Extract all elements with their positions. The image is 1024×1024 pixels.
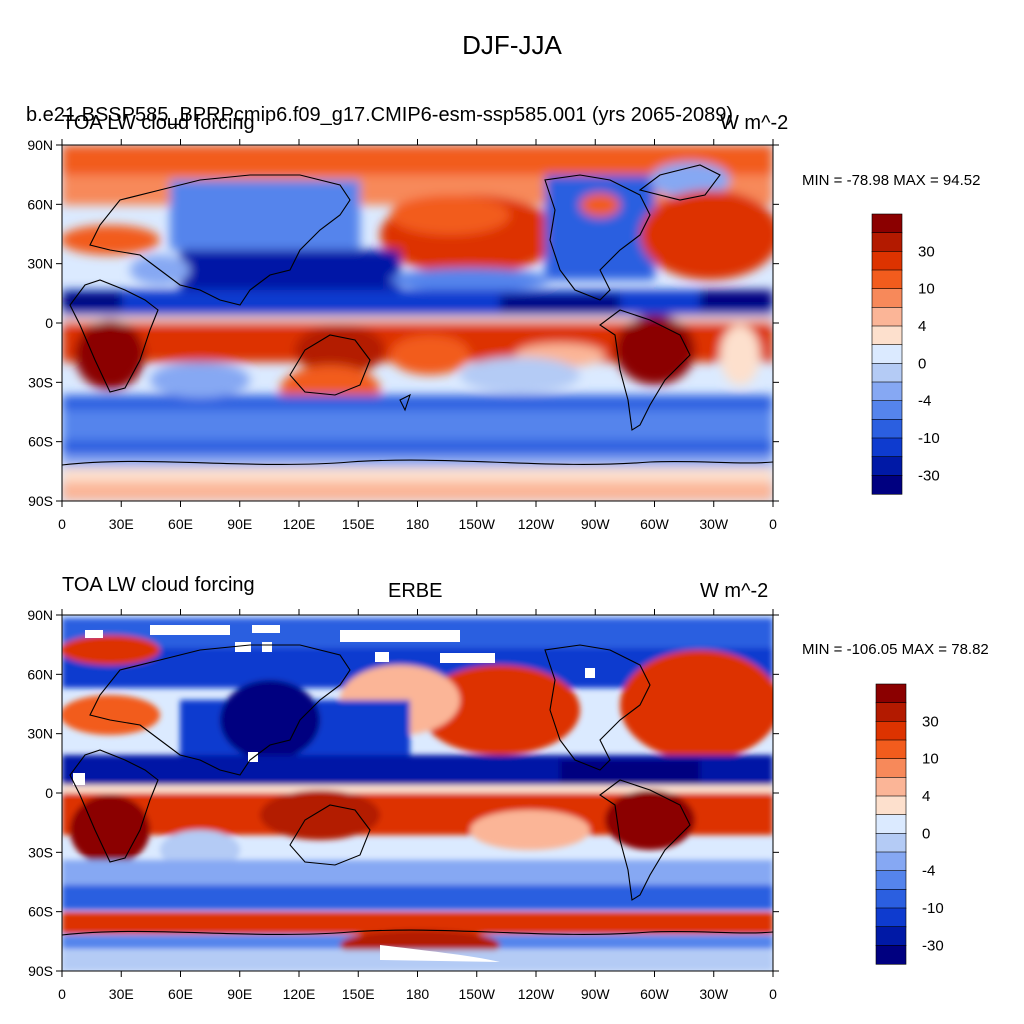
panel-2-left-title: TOA LW cloud forcing: [62, 574, 255, 596]
colorbar-swatch: [875, 702, 907, 722]
lon-tick-label: 150E: [342, 516, 375, 532]
lon-tick-label: 0: [58, 986, 66, 1002]
lon-tick-label: 120E: [283, 986, 316, 1002]
colorbar-swatch: [871, 419, 903, 439]
colorbar-swatch: [871, 325, 903, 346]
lon-tick-label: 120E: [283, 516, 316, 532]
lon-tick-label: 60W: [640, 986, 670, 1002]
colorbar-label: 4: [918, 318, 926, 335]
lon-tick-label: 150E: [342, 986, 375, 1002]
colorbar-swatch: [875, 814, 907, 834]
colorbar-swatch: [871, 381, 903, 402]
lon-tick-label: 150W: [458, 986, 495, 1002]
lat-tick-label: 60N: [27, 196, 53, 212]
panel-1-center-title: b.e21.BSSP585_BPRPcmip6.f09_g17.CMIP6-es…: [26, 104, 734, 126]
panel-2-right-title: W m^-2: [700, 580, 769, 602]
colorbar-label: -4: [918, 393, 931, 410]
lat-tick-label: 60N: [27, 666, 53, 682]
colorbar-label: 30: [918, 243, 935, 260]
colorbar-swatch: [875, 795, 907, 816]
colorbar-label: 0: [918, 355, 926, 372]
lon-tick-label: 30W: [699, 986, 729, 1002]
lon-tick-label: 0: [58, 516, 66, 532]
colorbar-swatch: [875, 907, 907, 928]
lon-tick-label: 120W: [518, 986, 555, 1002]
lon-tick-label: 60W: [640, 516, 670, 532]
lon-tick-label: 180: [406, 516, 430, 532]
lon-tick-label: 30E: [109, 516, 134, 532]
colorbar-label: -10: [918, 430, 940, 447]
lat-tick-label: 30N: [27, 726, 53, 742]
lat-tick-label: 30S: [28, 844, 53, 860]
colorbar-swatch: [875, 777, 907, 797]
lat-tick-label: 30S: [28, 374, 53, 390]
colorbar-swatch: [871, 363, 903, 383]
colorbar-swatch: [871, 307, 903, 327]
colorbar-swatch: [871, 251, 903, 271]
lon-tick-label: 120W: [518, 516, 555, 532]
lon-tick-label: 30E: [109, 986, 134, 1002]
colorbar-swatch: [875, 758, 907, 778]
colorbar-swatch: [871, 213, 903, 234]
lat-tick-label: 0: [45, 315, 53, 331]
colorbar-label: 4: [922, 788, 930, 805]
panel-1-left-title: TOA LW cloud forcing: [62, 112, 255, 134]
colorbar-swatch: [871, 400, 903, 420]
colorbar-swatch: [875, 945, 907, 965]
main-title: DJF-JJA: [462, 30, 562, 60]
colorbar-swatch: [871, 344, 903, 364]
lat-tick-label: 0: [45, 785, 53, 801]
lat-tick-label: 60S: [28, 904, 53, 920]
colorbar-label: -4: [922, 863, 935, 880]
lon-tick-label: 150W: [458, 516, 495, 532]
panel-2-map: [62, 615, 773, 971]
lon-tick-label: 90W: [581, 986, 611, 1002]
lat-tick-label: 90S: [28, 493, 53, 509]
colorbar-swatch: [875, 870, 907, 890]
lat-tick-label: 90S: [28, 963, 53, 979]
colorbar-swatch: [871, 475, 903, 495]
panel-1-map: [62, 145, 773, 501]
lon-tick-label: 60E: [168, 516, 193, 532]
colorbar-swatch: [871, 232, 903, 252]
colorbar-swatch: [875, 851, 907, 872]
colorbar-label: -30: [918, 467, 940, 484]
colorbar-label: 30: [922, 713, 939, 730]
colorbar-label: -30: [922, 937, 944, 954]
colorbar-swatch: [871, 269, 903, 290]
lon-tick-label: 30W: [699, 516, 729, 532]
lon-tick-label: 0: [769, 516, 777, 532]
colorbar-label: 10: [918, 281, 935, 298]
lon-tick-label: 90E: [227, 516, 252, 532]
colorbar-label: 0: [922, 825, 930, 842]
colorbar-swatch: [875, 833, 907, 853]
panel-2-stats: MIN = -106.05 MAX = 78.82: [802, 641, 989, 658]
colorbar-swatch: [875, 739, 907, 760]
lon-tick-label: 90E: [227, 986, 252, 1002]
lat-tick-label: 90N: [27, 607, 53, 623]
lat-tick-label: 90N: [27, 137, 53, 153]
lat-tick-label: 60S: [28, 434, 53, 450]
lon-tick-label: 90W: [581, 516, 611, 532]
colorbar-swatch: [871, 437, 903, 458]
panel-1-stats: MIN = -78.98 MAX = 94.52: [802, 172, 981, 189]
colorbar-swatch: [875, 926, 907, 946]
colorbar-swatch: [871, 288, 903, 308]
colorbar-swatch: [875, 889, 907, 909]
colorbar-label: -10: [922, 900, 944, 917]
lon-tick-label: 180: [406, 986, 430, 1002]
colorbar-swatch: [875, 683, 907, 704]
colorbar-swatch: [871, 456, 903, 476]
panel-2-center-title: ERBE: [388, 580, 443, 602]
lon-tick-label: 0: [769, 986, 777, 1002]
lon-tick-label: 60E: [168, 986, 193, 1002]
colorbar-label: 10: [922, 751, 939, 768]
colorbar-swatch: [875, 721, 907, 741]
lat-tick-label: 30N: [27, 256, 53, 272]
panel-1-right-title: W m^-2: [720, 112, 789, 134]
